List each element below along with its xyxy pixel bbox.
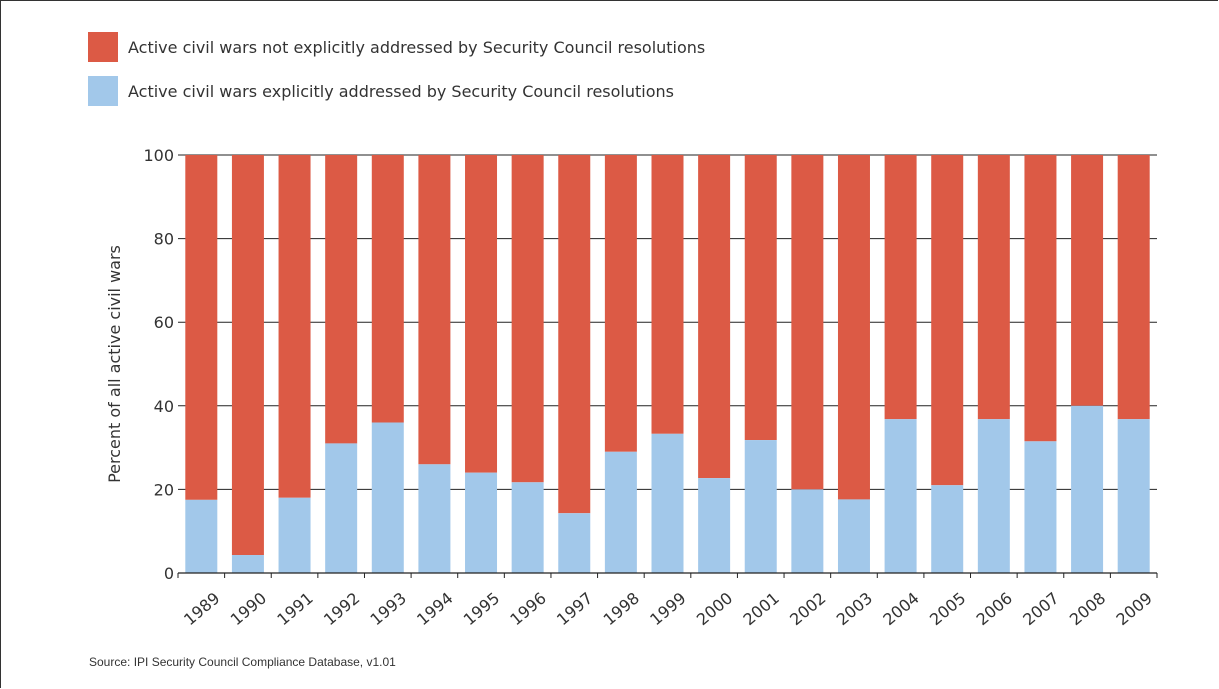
- x-tick-label: 1993: [367, 588, 410, 629]
- bar-addressed-1994: [418, 464, 451, 573]
- x-tick-label: 1996: [506, 588, 549, 629]
- x-tick-label: 1995: [460, 588, 503, 629]
- legend: Active civil wars not explicitly address…: [88, 32, 705, 120]
- bar-addressed-1998: [604, 451, 637, 573]
- x-tick-label: 1992: [320, 588, 363, 629]
- bar-not-addressed-1999: [651, 155, 684, 434]
- y-tick-label: 60: [154, 313, 174, 332]
- bar-addressed-2001: [744, 440, 777, 573]
- x-tick-label: 2003: [833, 588, 876, 629]
- bar-not-addressed-2005: [931, 155, 964, 486]
- bar-not-addressed-2006: [977, 155, 1010, 420]
- bar-not-addressed-1990: [231, 155, 264, 556]
- bar-addressed-1991: [278, 497, 311, 573]
- bar-addressed-1999: [651, 433, 684, 573]
- bar-addressed-2007: [1024, 441, 1057, 573]
- x-tick-label: 2001: [740, 588, 783, 629]
- legend-item-addressed: Active civil wars explicitly addressed b…: [88, 76, 705, 106]
- bar-addressed-1989: [185, 499, 218, 573]
- bar-not-addressed-1996: [511, 155, 544, 483]
- bar-not-addressed-2007: [1024, 155, 1057, 442]
- bar-addressed-2002: [791, 489, 824, 573]
- bar-not-addressed-2000: [698, 155, 731, 479]
- bar-addressed-2000: [698, 478, 731, 573]
- y-axis-label: Percent of all active civil wars: [105, 245, 124, 483]
- x-tick-label: 2005: [926, 588, 969, 629]
- bar-not-addressed-1991: [278, 155, 311, 498]
- bar-not-addressed-2003: [837, 155, 870, 500]
- bar-not-addressed-2009: [1117, 155, 1150, 420]
- bar-not-addressed-1994: [418, 155, 451, 465]
- bar-not-addressed-1992: [325, 155, 358, 444]
- x-tick-label: 2000: [693, 588, 736, 629]
- bar-addressed-2003: [837, 499, 870, 573]
- x-tick-label: 2008: [1066, 588, 1109, 629]
- y-tick-label: 0: [164, 564, 174, 583]
- legend-label-not-addressed: Active civil wars not explicitly address…: [128, 37, 706, 57]
- bar-addressed-1997: [558, 513, 591, 573]
- x-tick-label: 1989: [180, 588, 223, 629]
- legend-swatch-not-addressed: [88, 32, 118, 62]
- legend-item-not-addressed: Active civil wars not explicitly address…: [88, 32, 705, 62]
- bar-addressed-2004: [884, 419, 917, 573]
- source-note: Source: IPI Security Council Compliance …: [89, 655, 396, 669]
- x-tick-label: 2002: [786, 588, 829, 629]
- bar-not-addressed-1997: [558, 155, 591, 514]
- y-tick-label: 100: [143, 146, 174, 165]
- bar-addressed-2009: [1117, 419, 1150, 573]
- x-tick-label: 1991: [273, 588, 316, 629]
- x-tick-label: 2004: [879, 588, 922, 629]
- bar-addressed-1995: [465, 472, 498, 573]
- x-tick-label: 1998: [600, 588, 643, 629]
- bar-not-addressed-1998: [604, 155, 637, 452]
- y-tick-label: 20: [154, 480, 174, 499]
- x-tick-label: 1994: [413, 588, 456, 629]
- y-tick-label: 80: [154, 230, 174, 249]
- bars: [185, 155, 1150, 573]
- x-tick-label: 1997: [553, 588, 596, 629]
- bar-not-addressed-2008: [1071, 155, 1104, 406]
- legend-label-addressed: Active civil wars explicitly addressed b…: [128, 81, 674, 101]
- bar-addressed-2005: [931, 485, 964, 573]
- x-tick-label: 2006: [973, 588, 1016, 629]
- bar-not-addressed-2004: [884, 155, 917, 420]
- legend-swatch-addressed: [88, 76, 118, 106]
- bar-addressed-2008: [1071, 405, 1104, 573]
- bar-addressed-1996: [511, 482, 544, 573]
- x-tick-label: 2007: [1019, 588, 1062, 629]
- x-tick-label: 1999: [646, 588, 689, 629]
- bar-not-addressed-1993: [371, 155, 404, 423]
- bar-addressed-1990: [231, 555, 264, 573]
- x-tick-label: 2009: [1112, 588, 1155, 629]
- bar-not-addressed-2001: [744, 155, 777, 441]
- y-tick-label: 40: [154, 397, 174, 416]
- bar-not-addressed-2002: [791, 155, 824, 490]
- bar-not-addressed-1995: [465, 155, 498, 473]
- bar-not-addressed-1989: [185, 155, 218, 500]
- bar-addressed-2006: [977, 419, 1010, 573]
- bar-addressed-1992: [325, 443, 358, 573]
- x-tick-label: 1990: [227, 588, 270, 629]
- bar-addressed-1993: [371, 422, 404, 573]
